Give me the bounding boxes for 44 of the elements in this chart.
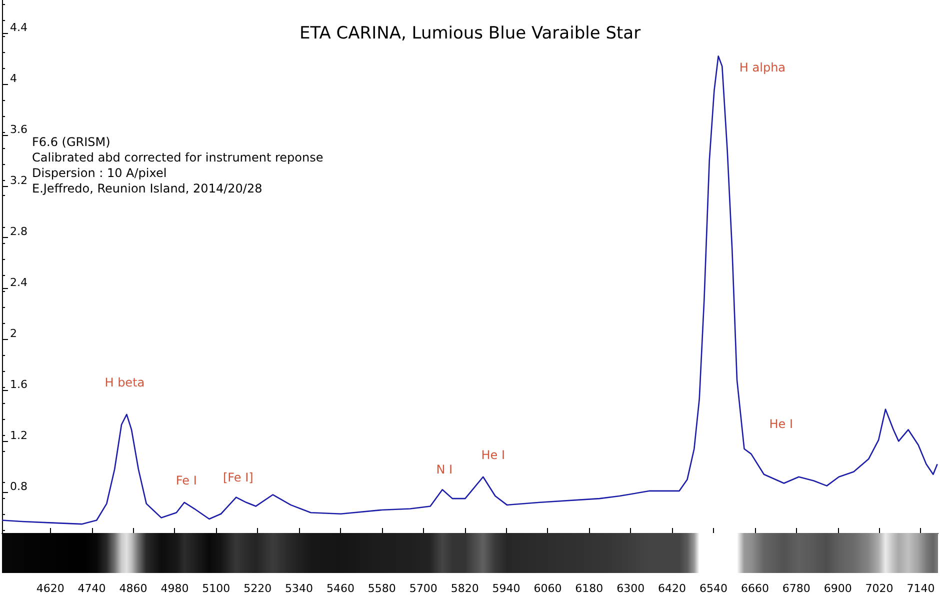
annotation: He I [481,448,506,462]
y-tick-label: 4.4 [10,21,28,34]
annotation: N I [436,462,453,477]
y-tick-label: 4 [10,72,17,86]
x-tick-label: 5820 [450,582,479,595]
x-tick-label: 4620 [36,582,64,595]
annotation: He I [769,416,794,431]
y-tick-label: 2.8 [10,225,28,238]
y-tick-label: 3.2 [10,174,28,188]
y-tick-label: 3.6 [10,123,28,136]
x-tick-label: 6660 [740,582,769,595]
x-tick-label: 5340 [285,582,314,595]
y-tick-label: 2.4 [10,276,28,290]
text: ETA CARINA, Lumious Blue Varaible Star [299,24,641,44]
x-tick-label: 4860 [119,582,148,595]
y-tick-label: 1.2 [10,429,28,442]
annotation: Fe I [176,473,197,488]
annotation: Calibrated abd corrected for instrument reponse [32,150,324,164]
annotation: E.Jeffredo, Reunion Island, 2014/20/28 [32,182,262,196]
x-tick-label: 5460 [326,582,354,595]
y-tick-label: 1.6 [10,378,28,392]
x-tick-label: 4980 [160,582,189,595]
x-tick-label: 5700 [409,582,438,595]
x-tick-label: 7020 [865,582,894,595]
x-tick-label: 4740 [78,582,106,595]
x-tick-label: 5580 [368,582,396,595]
annotation: F6.6 (GRISM) [32,135,110,149]
y-tick-label: 2 [10,327,17,340]
x-tick-label: 7140 [906,582,935,595]
annotation: Dispersion : 10 A/pixel [32,166,167,180]
annotation: H beta [104,375,145,390]
annotation: [Fe I] [222,470,254,484]
x-tick-label: 6060 [534,582,562,595]
x-tick-label: 6300 [616,582,645,595]
x-tick-label: 6420 [658,582,686,595]
x-tick-label: 6900 [824,582,852,595]
x-tick-label: 6540 [700,582,728,595]
annotation: H alpha [739,60,786,74]
x-tick-label: 5220 [244,582,272,595]
x-tick-label: 5100 [202,582,230,595]
y-tick-label: 0.8 [10,480,28,494]
x-tick-label: 6780 [782,582,810,595]
x-tick-label: 5940 [492,582,520,595]
x-tick-label: 6180 [575,582,604,595]
